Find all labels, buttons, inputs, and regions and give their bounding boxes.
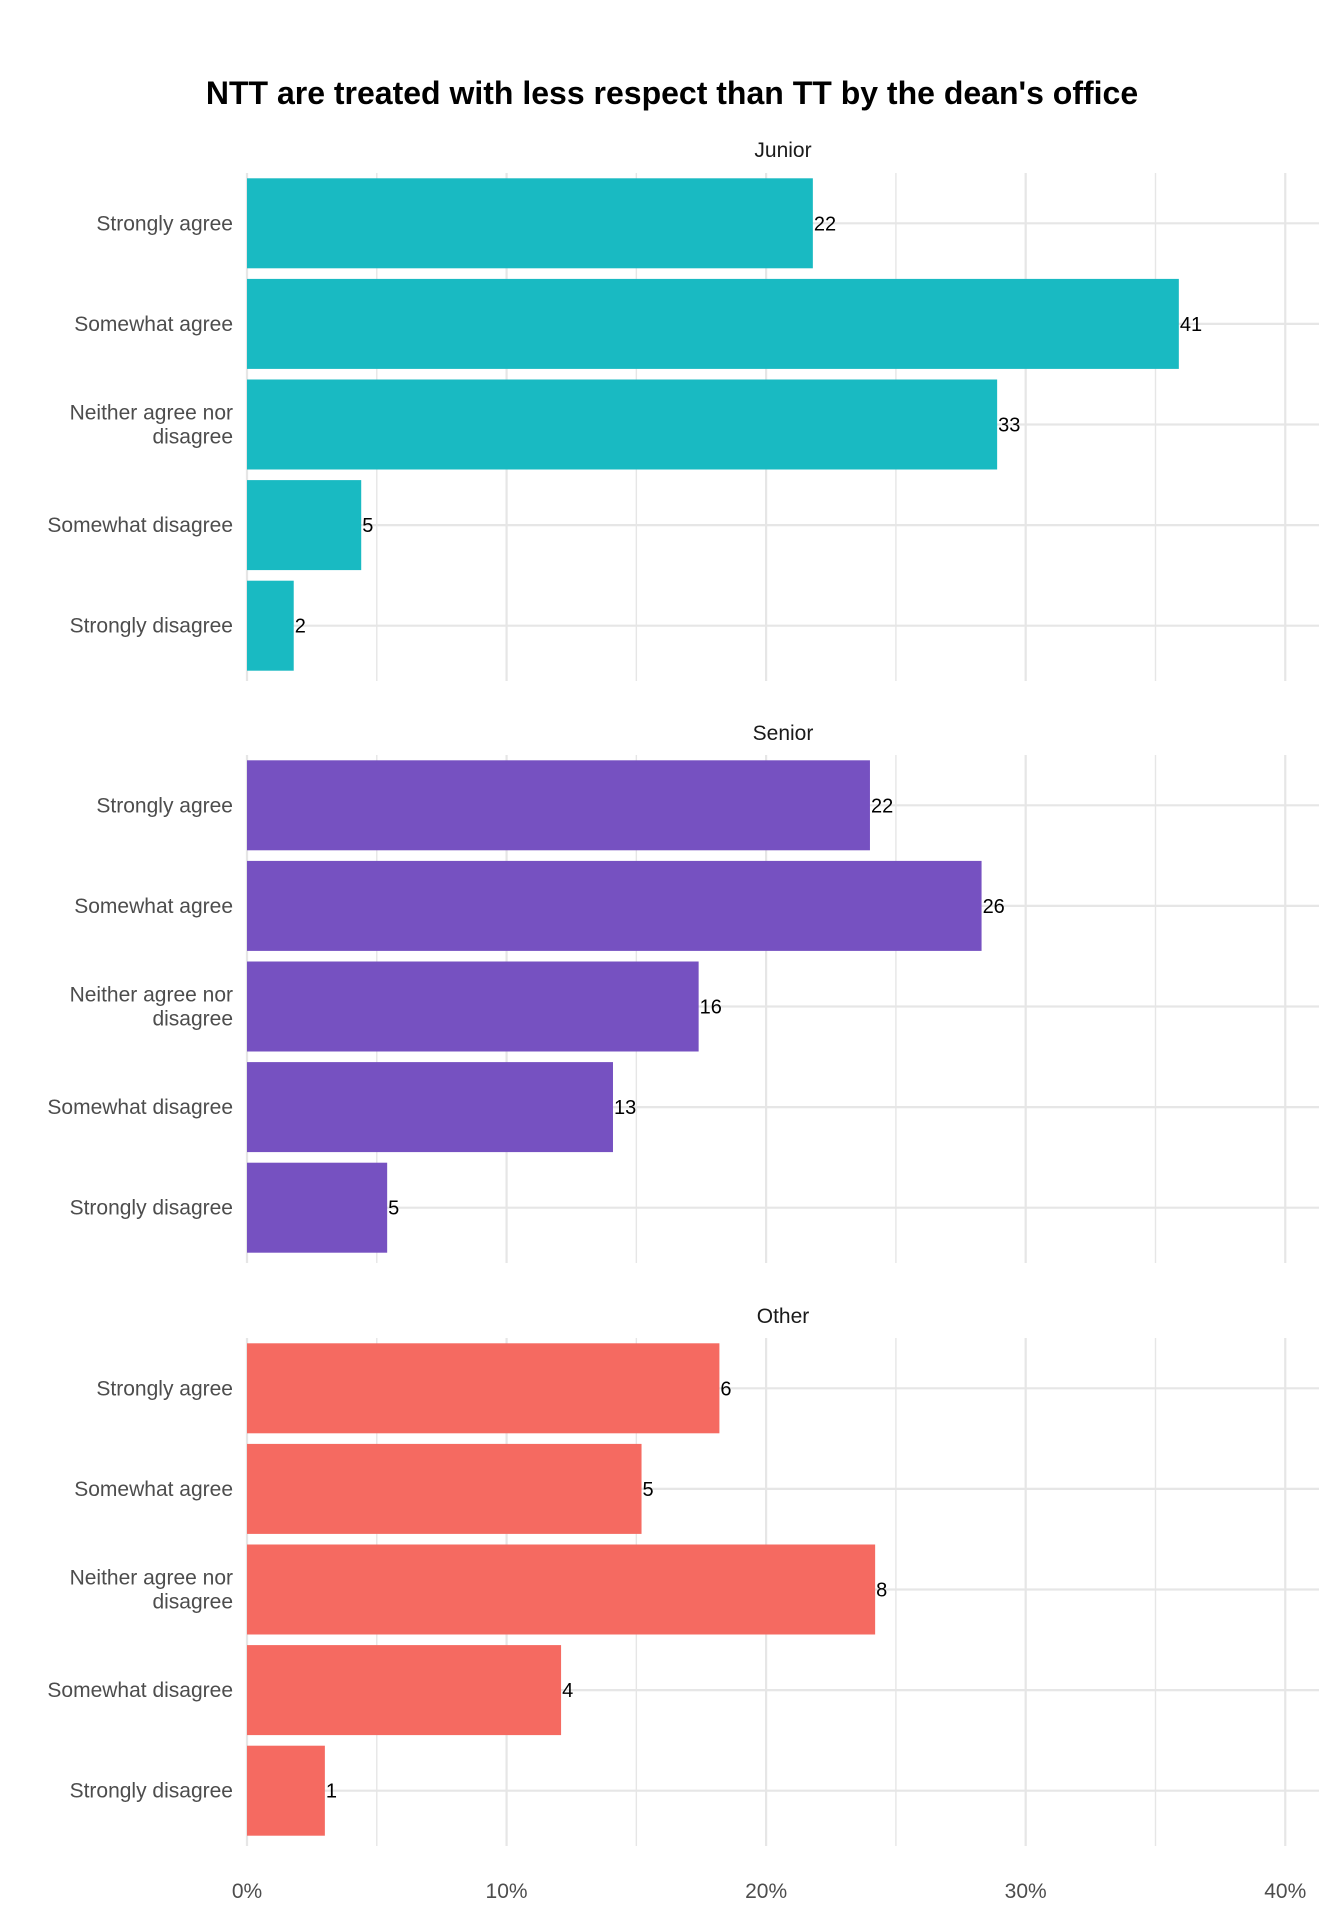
bar [247, 1544, 876, 1635]
bar [247, 379, 998, 470]
bar-count-label: 8 [876, 1580, 887, 1602]
x-tick-label: 0% [232, 1880, 262, 1903]
category-label: Strongly agree [96, 212, 233, 235]
bar-count-label: 22 [814, 213, 836, 235]
facet-label: Other [757, 1305, 810, 1328]
bar-count-label: 41 [1180, 314, 1202, 336]
category-label: Strongly agree [96, 1377, 233, 1400]
bar-count-label: 6 [720, 1378, 731, 1400]
category-label: Somewhat agree [74, 1478, 233, 1501]
category-label: Neither agree nor disagree [70, 1567, 233, 1614]
x-tick-label: 10% [486, 1880, 528, 1903]
category-label: Neither agree nor disagree [70, 984, 233, 1031]
bar-count-label: 13 [614, 1097, 636, 1119]
bar [247, 961, 699, 1052]
bar [247, 1443, 642, 1534]
category-label: Somewhat disagree [47, 514, 233, 537]
facet-label: Senior [753, 722, 814, 745]
bar [247, 760, 870, 851]
category-label: Neither agree nor disagree [70, 402, 233, 449]
bar-count-label: 1 [326, 1781, 337, 1803]
bar-count-label: 16 [700, 997, 722, 1019]
category-label: Somewhat disagree [47, 1679, 233, 1702]
bar [247, 1062, 613, 1153]
bar [247, 580, 294, 671]
bar-count-label: 2 [295, 616, 306, 638]
category-label: Somewhat agree [74, 313, 233, 336]
panel-other: Other 6 Strongly agree 5 Somewhat agree 8 Neit… [47, 1305, 1319, 1846]
bar-count-label: 4 [562, 1680, 573, 1702]
x-axis: 0% 10% 20% 30% 40% [232, 1880, 1306, 1903]
x-tick-label: 40% [1264, 1880, 1306, 1903]
category-label: Somewhat agree [74, 895, 233, 918]
x-tick-label: 20% [745, 1880, 787, 1903]
bar [247, 1343, 720, 1434]
bar [247, 178, 813, 269]
category-label: Somewhat disagree [47, 1096, 233, 1119]
chart-title: NTT are treated with less respect than T… [206, 75, 1138, 111]
bar-count-label: 5 [362, 515, 373, 537]
bar [247, 1645, 562, 1736]
category-label: Strongly disagree [70, 615, 233, 638]
bar [247, 1745, 325, 1836]
bar-count-label: 26 [983, 896, 1005, 918]
category-label: Strongly agree [96, 794, 233, 817]
category-label: Strongly disagree [70, 1197, 233, 1220]
facet-label: Junior [754, 139, 811, 162]
bar [247, 480, 362, 571]
bar [247, 1162, 388, 1253]
bar-count-label: 22 [871, 795, 893, 817]
panel-senior: Senior 22 Strongly agree 26 Somewhat agree 16… [47, 722, 1319, 1263]
bar [247, 278, 1179, 369]
category-label: Strongly disagree [70, 1780, 233, 1803]
panel-junior: Junior 22 Strongly agree 41 Somewhat agree 33… [47, 139, 1319, 681]
x-tick-label: 30% [1005, 1880, 1047, 1903]
bar-count-label: 5 [388, 1198, 399, 1220]
bar-count-label: 5 [643, 1479, 654, 1501]
bar [247, 860, 982, 951]
bar-count-label: 33 [998, 415, 1020, 437]
